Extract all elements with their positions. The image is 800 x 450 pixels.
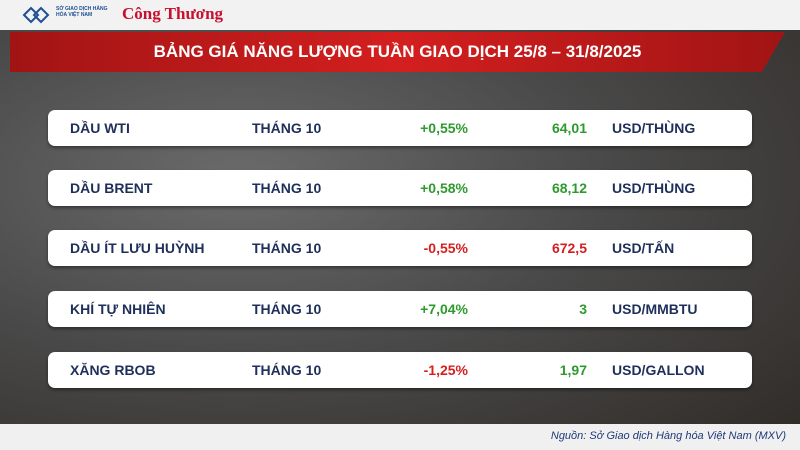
- cell-name: DẦU BRENT: [70, 180, 153, 196]
- cell-change: +7,04%: [420, 301, 468, 317]
- cell-month: THÁNG 10: [252, 301, 322, 317]
- table-row: DẦU ÍT LƯU HUỲNH THÁNG 10 -0,55% 672,5 USD/T…: [48, 230, 752, 266]
- title-band: [10, 32, 785, 72]
- exchange-logo: SỞ GIAO DỊCH HÀNG HÓA VIỆT NAM: [22, 6, 116, 24]
- top-bar: SỞ GIAO DỊCH HÀNG HÓA VIỆT NAM Công Thươ…: [0, 0, 800, 30]
- title: BẢNG GIÁ NĂNG LƯỢNG TUẦN GIAO DỊCH 25/8 …: [153, 42, 642, 61]
- cell-change: -0,55%: [423, 240, 468, 256]
- cell-name: DẦU WTI: [70, 120, 130, 136]
- source: Nguồn: Sở Giao dịch Hàng hóa Việt Nam (M…: [550, 430, 786, 442]
- table-row: XĂNG RBOB THÁNG 10 -1,25% 1,97 USD/GALLON: [48, 352, 752, 388]
- cell-month: THÁNG 10: [252, 180, 322, 196]
- table-row: DẦU BRENT THÁNG 10 +0,58% 68,12 USD/THÙNG: [48, 170, 752, 206]
- publisher-logo: Công Thương: [122, 4, 224, 23]
- cell-unit: USD/TẤN: [612, 240, 675, 256]
- cell-price: 1,97: [559, 362, 587, 378]
- cell-name: XĂNG RBOB: [70, 362, 156, 378]
- table-row: KHÍ TỰ NHIÊN THÁNG 10 +7,04% 3 USD/MMBTU: [48, 291, 752, 327]
- cell-change: +0,55%: [420, 120, 468, 136]
- cell-month: THÁNG 10: [252, 120, 322, 136]
- cell-unit: USD/GALLON: [612, 362, 705, 378]
- cell-price: 3: [579, 301, 587, 317]
- footer-bar: [0, 424, 800, 450]
- cell-unit: USD/THÙNG: [612, 120, 696, 136]
- cell-price: 64,01: [551, 120, 587, 136]
- cell-price: 68,12: [551, 180, 587, 196]
- cell-name: DẦU ÍT LƯU HUỲNH: [70, 240, 205, 256]
- cell-price: 672,5: [551, 240, 587, 256]
- cell-change: -1,25%: [423, 362, 468, 378]
- cell-unit: USD/THÙNG: [612, 180, 696, 196]
- exchange-logo-text: SỞ GIAO DỊCH HÀNG HÓA VIỆT NAM: [56, 6, 108, 18]
- logo-icon: [22, 6, 50, 24]
- cell-month: THÁNG 10: [252, 362, 322, 378]
- cell-name: KHÍ TỰ NHIÊN: [70, 301, 166, 317]
- cell-change: +0,58%: [420, 180, 468, 196]
- table-row: DẦU WTI THÁNG 10 +0,55% 64,01 USD/THÙNG: [48, 110, 752, 146]
- cell-unit: USD/MMBTU: [612, 301, 698, 317]
- cell-month: THÁNG 10: [252, 240, 322, 256]
